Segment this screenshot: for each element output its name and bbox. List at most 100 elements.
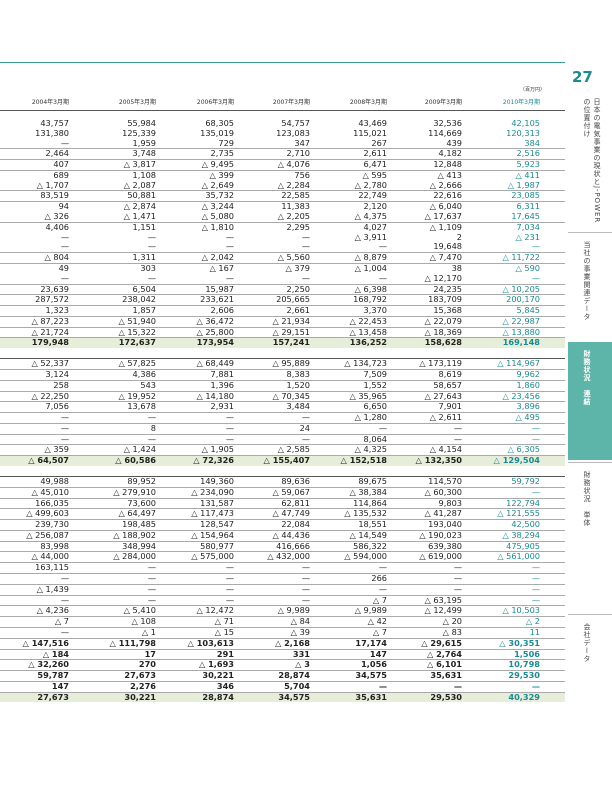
table-cell: — [225, 562, 234, 573]
table-cell: 179,948 [31, 337, 69, 348]
table-row: 131,380 125,339 135,019 123,083 115,021 114,6… [0, 127, 565, 139]
table-cell: 7,901 [438, 401, 462, 412]
table-cell: — [60, 241, 69, 252]
table-cell: 94 [58, 201, 69, 212]
table-cell: — [301, 412, 310, 423]
table-cell: 11 [529, 626, 540, 637]
table-cell: — [147, 433, 156, 444]
table-cell: — [453, 562, 462, 573]
table-row: △ 1,707 △ 2,087 △ 2,649 △ 2,284 △ 2,780 △ 2,6… [0, 179, 565, 191]
table-cell: — [453, 680, 462, 691]
table-cell: 114,864 [353, 497, 387, 508]
table-cell: 5,704 [284, 680, 310, 691]
table-cell: △ 6,398 [354, 283, 387, 294]
table-cell: △ 1,439 [36, 583, 69, 594]
table-cell: — [60, 412, 69, 423]
table-cell: 122,794 [506, 497, 540, 508]
cash-flow-table: 43,757 55,984 68,305 54,757 43,469 32,536 42,1… [0, 118, 565, 703]
table-cell: △ 134,723 [344, 358, 387, 369]
table-row: — — — — — △ 12,170 — [0, 272, 565, 284]
table-cell: △ 1 [141, 626, 156, 637]
table-cell: 6,650 [363, 401, 387, 412]
table-cell: 270 [138, 659, 156, 670]
table-cell: 2,464 [45, 148, 69, 159]
table-cell: — [453, 422, 462, 433]
table-cell: 6,471 [363, 159, 387, 170]
table-cell: 756 [294, 169, 310, 180]
table-cell: — [147, 583, 156, 594]
table-cell: 15,368 [433, 305, 462, 316]
table-cell: — [531, 594, 540, 605]
table-cell: 35,631 [430, 670, 462, 681]
table-cell: — [147, 231, 156, 242]
table-cell: 120,313 [506, 127, 540, 138]
table-cell: — [301, 433, 310, 444]
table-cell: △ 87,223 [31, 315, 69, 326]
table-cell: 287,572 [35, 294, 69, 305]
table-cell: 22,084 [281, 519, 310, 530]
table-cell: 586,322 [353, 540, 387, 551]
table-cell: 689 [53, 169, 69, 180]
table-cell: △ 1,987 [507, 179, 540, 190]
table-row: 287,572 238,042 233,621 205,665 168,792 183,7… [0, 294, 565, 305]
table-row: △ 22,250 △ 19,952 △ 14,180 △ 70,345 △ 35,965… [0, 390, 565, 402]
table-row: △ 147,516 △ 111,798 △ 103,613 △ 2,168 17,174… [0, 637, 565, 649]
table-cell: △ 5,410 [123, 605, 156, 616]
table-row: △ 52,337 △ 57,825 △ 68,449 △ 95,889 △ 134,72… [0, 358, 565, 369]
table-cell: △ 3,817 [123, 159, 156, 170]
table-cell: △ 2,585 [277, 444, 310, 455]
table-cell: — [225, 433, 234, 444]
tab-business-data[interactable]: 当社の事業関連データ [568, 232, 612, 341]
table-cell: △ 2,874 [123, 201, 156, 212]
table-cell: △ 12,170 [424, 272, 462, 283]
table-cell: △ 6,305 [507, 444, 540, 455]
table-cell: △ 103,613 [187, 637, 234, 648]
table-cell: 2,295 [286, 221, 310, 232]
table-cell: △ 19,952 [118, 390, 156, 401]
table-cell: △ 561,000 [497, 551, 540, 562]
table-cell: △ 284,000 [113, 551, 156, 562]
table-cell: 4,182 [438, 148, 462, 159]
table-cell: △ 22,453 [349, 315, 387, 326]
column-header: 2007年3月期 [272, 99, 310, 106]
table-cell: 32,536 [433, 118, 462, 128]
column-header: 2008年3月期 [349, 99, 387, 106]
table-cell: 22,749 [358, 190, 387, 201]
table-cell: △ 9,989 [277, 605, 310, 616]
table-cell: △ 575,000 [191, 551, 234, 562]
table-cell: — [147, 412, 156, 423]
table-cell: 24 [299, 422, 310, 433]
table-cell: 1,552 [363, 379, 387, 390]
table-cell: 136,252 [349, 337, 387, 348]
table-cell: 183,709 [428, 294, 462, 305]
table-cell: — [301, 231, 310, 242]
table-cell: △ 47,749 [272, 508, 310, 519]
table-cell: 193,040 [428, 519, 462, 530]
tab-financial-nonconsolidated[interactable]: 財務状況 単体 [568, 462, 612, 613]
table-cell: 83,998 [40, 540, 69, 551]
table-row: — — — — △ 3,911 2 △ 231 [0, 231, 565, 243]
table-cell: △ 231 [515, 231, 540, 242]
table-cell: △ 595 [362, 169, 387, 180]
tab-japan-electric-power[interactable]: 日本の電気事業の現状とJ-POWERの位置付け [568, 90, 612, 230]
table-cell: 2,276 [130, 680, 156, 691]
table-cell: 35,732 [205, 190, 234, 201]
tab-company-data[interactable]: 会社データ [568, 614, 612, 715]
table-cell: △ 64,497 [118, 508, 156, 519]
table-row: 3,124 4,386 7,881 8,383 7,509 8,619 9,962 [0, 368, 565, 380]
table-row: 239,730 198,485 128,547 22,084 18,551 193,040… [0, 519, 565, 530]
tab-financial-consolidated[interactable]: 財務状況 連結 [568, 342, 612, 460]
table-cell: 55,984 [127, 118, 156, 128]
table-row: △ 359 △ 1,424 △ 1,905 △ 2,585 △ 4,325 △ 4,154… [0, 444, 565, 455]
table-cell: 149,360 [200, 476, 234, 486]
table-cell: 166,035 [35, 497, 69, 508]
table-cell: 9,962 [516, 368, 540, 379]
table-cell: 5,923 [516, 159, 540, 170]
table-cell: 29,530 [508, 670, 540, 681]
table-cell: △ 38,384 [349, 486, 387, 497]
table-cell: — [225, 594, 234, 605]
table-row: 689 1,108 △ 399 756 △ 595 △ 413 △ 411 [0, 169, 565, 181]
table-cell: △ 5,560 [277, 252, 310, 263]
table-cell: 2,735 [210, 148, 234, 159]
table-cell: 303 [140, 262, 156, 273]
